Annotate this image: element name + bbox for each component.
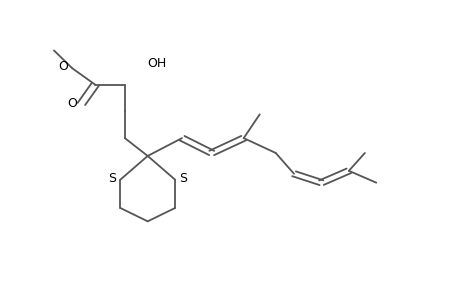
Text: O: O	[67, 98, 77, 110]
Text: S: S	[179, 172, 186, 185]
Text: S: S	[108, 172, 116, 185]
Text: OH: OH	[147, 57, 167, 70]
Text: O: O	[58, 60, 67, 73]
